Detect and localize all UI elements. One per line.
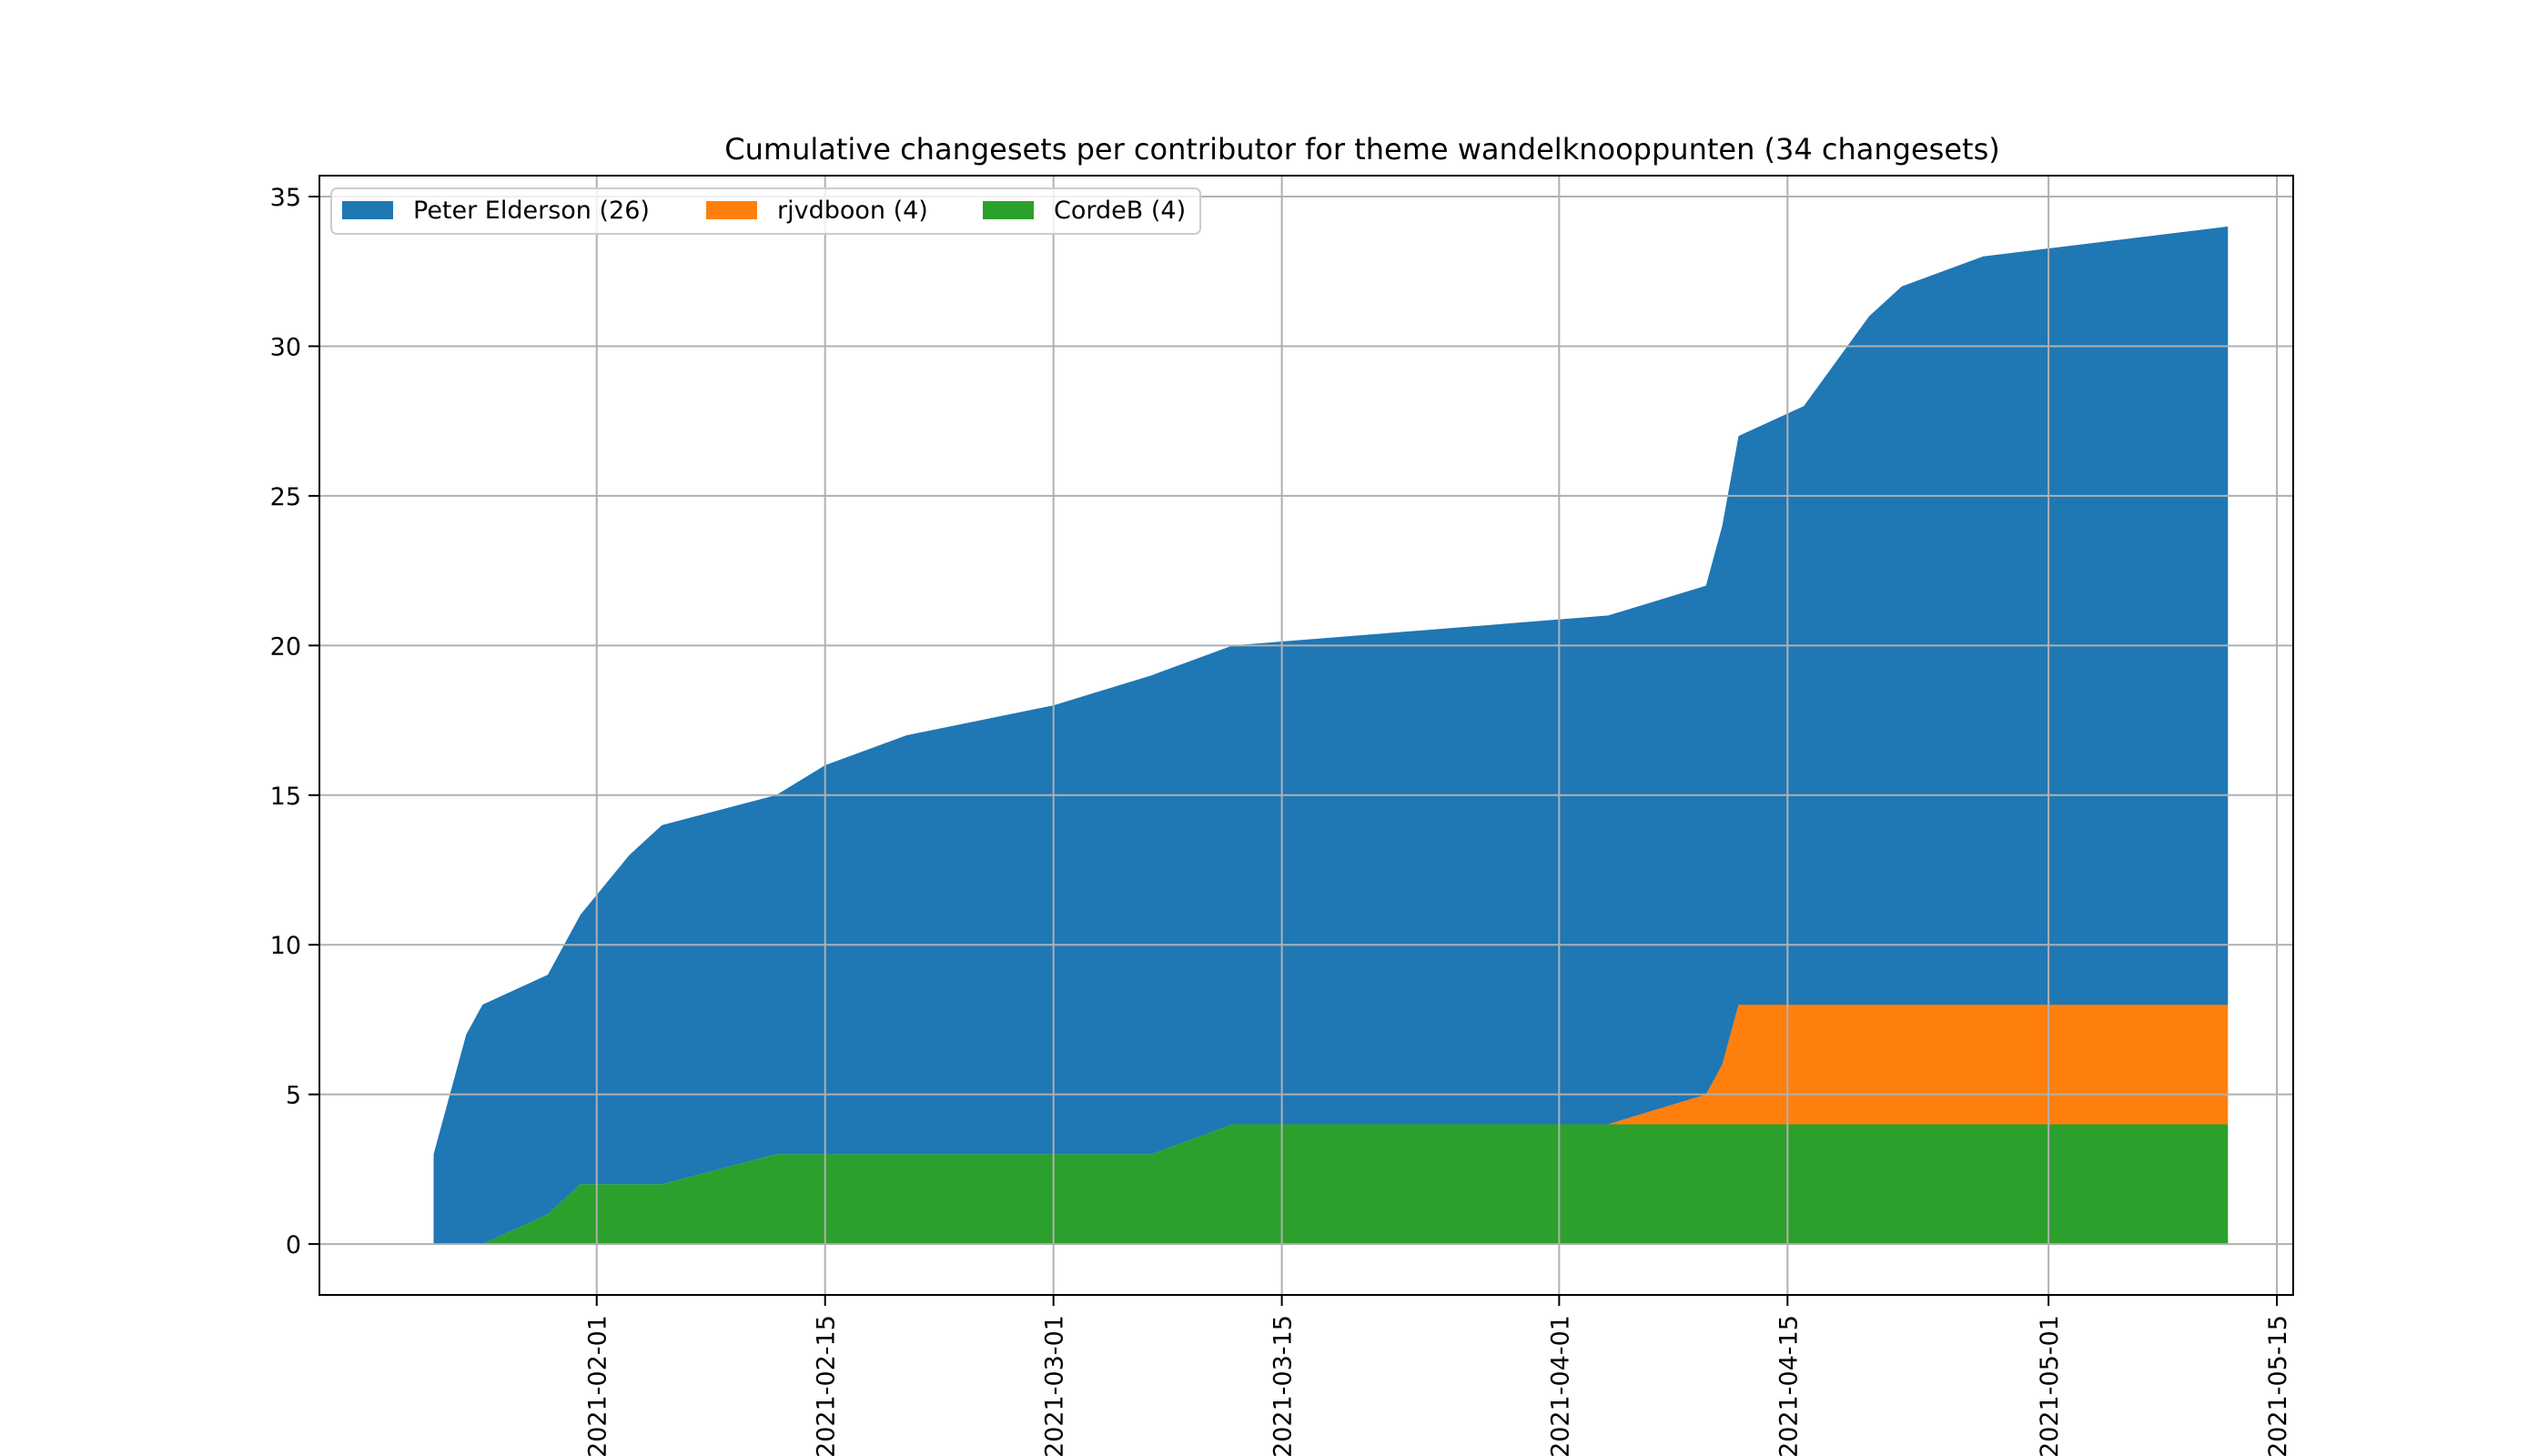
- x-tick-label: 2021-05-15: [2264, 1315, 2292, 1456]
- chart-title: Cumulative changesets per contributor fo…: [724, 132, 1999, 167]
- y-tick-label: 0: [286, 1231, 301, 1259]
- grid-lines: [319, 176, 2293, 1295]
- legend-label-cordeb: CordeB (4): [1054, 197, 1186, 225]
- legend-swatch-cordeb: [983, 201, 1034, 219]
- y-tick-label: 10: [270, 932, 301, 960]
- x-tick-label: 2021-03-01: [1041, 1315, 1069, 1456]
- y-axis: 0 5 10 15 20 25 30 35: [270, 184, 319, 1259]
- legend-box: [330, 187, 1201, 235]
- y-tick-label: 25: [270, 483, 301, 511]
- x-tick-label: 2021-04-01: [1546, 1315, 1574, 1456]
- x-axis: 2021-02-01 2021-02-15 2021-03-01 2021-03-15…: [584, 1295, 2292, 1456]
- x-tick-label: 2021-04-15: [1774, 1315, 1803, 1456]
- legend-label-peter-elderson: Peter Elderson (26): [413, 197, 650, 225]
- legend-label-rjvdboon: rjvdboon (4): [777, 197, 928, 225]
- legend: Peter Elderson (26) rjvdboon (4) CordeB (4…: [330, 187, 1201, 235]
- x-tick-label: 2021-02-15: [813, 1315, 841, 1456]
- area-series: [433, 226, 2229, 1245]
- legend-swatch-peter-elderson: [342, 201, 393, 219]
- legend-swatch-rjvdboon: [706, 201, 757, 219]
- y-tick-label: 15: [270, 783, 301, 811]
- y-tick-label: 35: [270, 184, 301, 212]
- x-tick-label: 2021-05-01: [2036, 1315, 2064, 1456]
- y-tick-label: 20: [270, 632, 301, 661]
- area-peter-elderson: [433, 226, 2229, 1245]
- x-tick-label: 2021-02-01: [584, 1315, 612, 1456]
- plot-frame: [318, 175, 2294, 1296]
- x-tick-label: 2021-03-15: [1269, 1315, 1298, 1456]
- y-tick-label: 5: [286, 1082, 301, 1110]
- area-rjvdboon: [433, 1005, 2229, 1245]
- y-tick-label: 30: [270, 333, 301, 361]
